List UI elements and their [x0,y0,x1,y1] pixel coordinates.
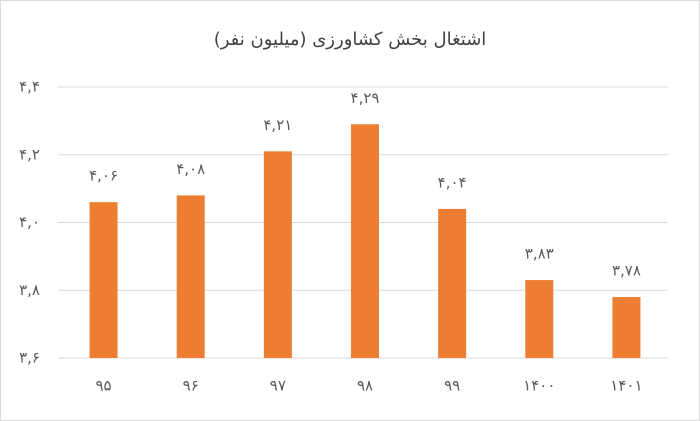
value-label: ۳,۷۸ [612,262,641,280]
bar [89,202,118,358]
bar [612,297,641,358]
bar [438,208,467,358]
bar [525,280,554,358]
value-label: ۴,۰۴ [438,173,467,191]
y-tick-label: ۴,۴ [19,78,40,96]
value-label: ۳,۸۳ [525,245,554,263]
x-tick-label: ۱۴۰۰ [523,377,555,395]
value-label: ۴,۰۶ [89,167,118,185]
bar [176,195,205,358]
y-tick-label: ۴,۰ [19,213,40,231]
y-tick-label: ۳,۸ [19,281,40,299]
chart-title: اشتغال بخش کشاورزی (میلیون نفر) [214,29,487,50]
x-tick-label: ۹۶ [183,377,199,395]
value-label: ۴,۰۸ [176,160,205,178]
bar [351,124,379,358]
value-label: ۴,۲۱ [263,116,292,134]
x-tick-label: ۱۴۰۱ [610,377,642,395]
x-tick-label: ۹۷ [270,377,286,395]
y-tick-label: ۳,۶ [19,349,40,367]
x-tick-label: ۹۵ [96,377,112,395]
x-tick-label: ۹۸ [357,377,373,395]
x-tick-label: ۹۹ [444,377,460,395]
value-label: ۴,۲۹ [351,89,380,107]
bar [263,151,292,358]
y-tick-label: ۴,۲ [19,145,40,163]
